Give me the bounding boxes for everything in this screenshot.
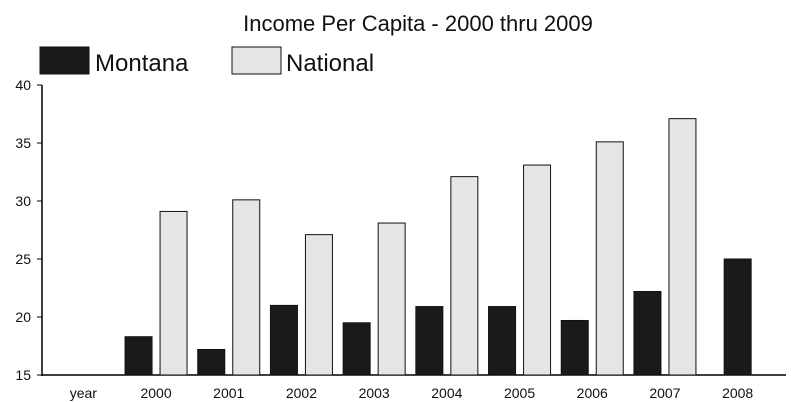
- bar-national-2004: [450, 176, 479, 376]
- x-tick-label: 2007: [649, 385, 680, 401]
- x-tick-label: 2006: [577, 385, 608, 401]
- bars: [124, 118, 752, 376]
- bar-national-2007: [668, 118, 697, 376]
- bar-montana-2008: [723, 258, 752, 376]
- x-ticks: year 2000 2001 2002 2003 2004 2005 2006 2007 2008…: [70, 385, 754, 401]
- legend: Montana National: [39, 46, 374, 77]
- bar-montana-2002: [269, 304, 298, 376]
- y-tick-label: 15: [15, 367, 31, 383]
- bar-national-2006: [595, 141, 624, 376]
- bar-montana-2001: [197, 348, 226, 376]
- legend-label-montana: Montana: [95, 50, 189, 77]
- y-tick-label: 35: [15, 135, 31, 151]
- bar-national-2005: [523, 164, 552, 376]
- bar-montana-2000: [124, 336, 153, 376]
- x-tick-label: 2002: [286, 385, 317, 401]
- x-tick-label: year: [70, 385, 98, 401]
- x-tick-label: 2003: [359, 385, 390, 401]
- legend-swatch-montana: [39, 46, 90, 75]
- bar-montana-2003: [342, 322, 371, 376]
- bar-montana-2005: [488, 306, 517, 376]
- y-ticks: 15 20 25 30 35 40: [15, 77, 42, 383]
- bar-national-2003: [377, 222, 406, 376]
- y-tick-label: 40: [15, 77, 31, 93]
- y-tick-label: 20: [15, 309, 31, 325]
- bar-national-2000: [159, 210, 188, 376]
- bar-montana-2004: [415, 306, 444, 376]
- chart-title: Income Per Capita - 2000 thru 2009: [243, 11, 593, 36]
- x-tick-label: 2000: [140, 385, 171, 401]
- y-tick-label: 25: [15, 251, 31, 267]
- legend-label-national: National: [286, 50, 374, 77]
- x-tick-label: 2004: [431, 385, 462, 401]
- legend-swatch-national: [231, 46, 282, 75]
- bar-montana-2006: [560, 319, 589, 376]
- y-tick-label: 30: [15, 193, 31, 209]
- x-tick-label: 2008: [722, 385, 753, 401]
- x-tick-label: 2005: [504, 385, 535, 401]
- bar-montana-2007: [633, 290, 662, 376]
- bar-national-2001: [232, 199, 261, 376]
- x-tick-label: 2001: [213, 385, 244, 401]
- bar-national-2002: [304, 234, 333, 376]
